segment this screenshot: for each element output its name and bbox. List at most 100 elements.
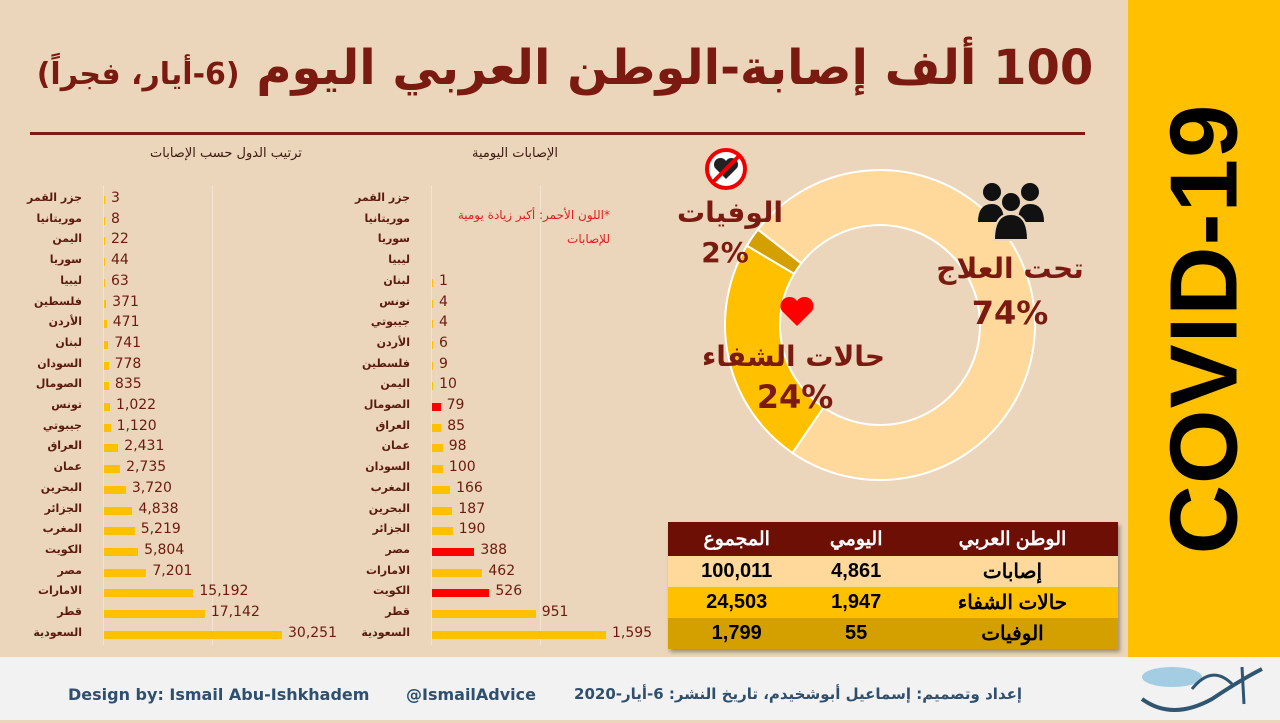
total-country-label: السودان [37,356,82,370]
twitter-handle[interactable]: @IsmailAdvice [406,685,536,704]
donut-chart [724,169,1036,481]
total-country-label: ليبيا [60,273,82,287]
daily-country-label: قطر [385,605,410,618]
total-value-label: 17,142 [210,604,260,620]
total-bar [104,465,121,474]
table-row: 24,503 1,947 حالات الشفاء [668,587,1118,618]
globe-logo-icon [1140,666,1263,712]
total-bar [104,299,107,308]
summary-table: المجموع اليومي الوطن العربي 100,011 4,86… [668,522,1118,649]
daily-country-label: جيبوتي [370,315,410,329]
daily-country-label: الأردن [376,335,410,349]
total-bar [104,320,107,329]
daily-bar [432,506,453,515]
cell-total: 1,799 [711,622,762,644]
daily-bar [432,403,441,411]
daily-gridline [431,185,432,645]
daily-bar [432,340,433,349]
total-country-label: سوريا [49,253,82,267]
daily-bar [432,610,536,618]
total-value-label: 741 [114,334,142,351]
total-value-label: 63 [111,272,129,289]
heart-icon [780,296,814,326]
daily-chart-title: الإصابات اليومية [472,146,559,161]
daily-value-label: 187 [458,500,486,517]
total-country-label: الكويت [45,542,82,556]
total-bar [104,382,109,391]
total-country-label: الصومال [35,377,82,391]
daily-country-label: فلسطين [362,356,410,370]
total-value-label: 2,431 [124,438,165,455]
total-bar [104,568,147,577]
total-country-label: الأردن [48,315,82,329]
title-main: 100 ألف إصابة-الوطن العربي اليوم [256,40,1094,96]
daily-country-label: الجزائر [372,522,410,536]
daily-bar [432,423,442,432]
footer: Design by: Ismail Abu-Ishkhadem @IsmailA… [0,657,1280,720]
total-country-label: اليمن [52,232,82,246]
total-country-label: عمان [53,460,82,474]
total-country-label: الامارات [37,584,82,598]
total-country-label: جزر القمر [27,191,82,204]
total-bar [104,258,105,267]
total-country-label: المغرب [42,522,82,536]
total-value-label: 3,720 [131,479,172,496]
cell-label: إصابات [982,561,1043,583]
header-region: الوطن العربي [906,522,1118,556]
daily-value-label: 388 [480,541,508,558]
daily-bar [432,630,606,639]
total-chart-title: ترتيب الدول حسب الإصابات [150,146,302,161]
daily-country-label: الصومال [363,398,410,411]
daily-country-label: جزر القمر [355,191,410,204]
side-banner [1128,0,1280,657]
total-value-label: 5,219 [140,521,181,538]
daily-value-label: 526 [495,583,523,600]
total-bar [104,610,205,618]
cell-daily: 55 [845,622,868,644]
daily-country-label: المغرب [370,480,410,494]
total-country-label: السعودية [33,625,82,639]
daily-bar [432,299,433,308]
cell-total: 100,011 [701,560,773,582]
total-country-label: تونس [51,398,82,411]
no-heart-icon [705,148,747,190]
daily-bar [432,320,433,329]
daily-country-label: لبنان [383,273,410,287]
total-bar [104,444,119,453]
daily-country-label: السعودية [361,625,410,639]
total-bar [104,485,126,494]
daily-country-label: عمان [381,439,410,453]
daily-country-label: الامارات [365,563,410,577]
header-total: المجموع [668,522,806,556]
total-value-label: 22 [111,231,129,248]
total-value-label: 1,120 [116,417,157,434]
covid-label: COVID-19 [1128,0,1280,657]
header-daily: اليومي [805,522,907,556]
total-bar [104,340,109,349]
daily-value-label: 462 [488,562,516,579]
deaths-percent: 2% [701,236,749,269]
total-bar [104,506,133,515]
total-country-label: مصر [57,563,83,577]
total-bar [104,237,105,246]
cell-daily: 1,947 [831,591,882,613]
title-divider [30,132,1085,135]
designer-credit: Design by: Ismail Abu-Ishkhadem [68,685,370,704]
treatment-percent: 74% [971,294,1049,332]
daily-country-label: العراق [375,418,410,432]
daily-bar [432,465,443,474]
total-bar [104,196,105,204]
total-bar [104,278,105,287]
cell-daily: 4,861 [831,560,882,582]
daily-country-label: البحرين [368,501,410,515]
daily-value-label: 79 [446,397,465,413]
total-value-label: 1,022 [116,397,157,413]
total-country-label: البحرين [40,480,82,494]
daily-bar [432,278,433,287]
total-value-label: 3 [111,190,120,206]
recovery-label: حالات الشفاء [701,340,885,373]
total-value-label: 15,192 [199,583,249,600]
daily-value-label: 85 [447,417,466,434]
daily-gridline [540,185,541,645]
total-bar [104,423,111,432]
